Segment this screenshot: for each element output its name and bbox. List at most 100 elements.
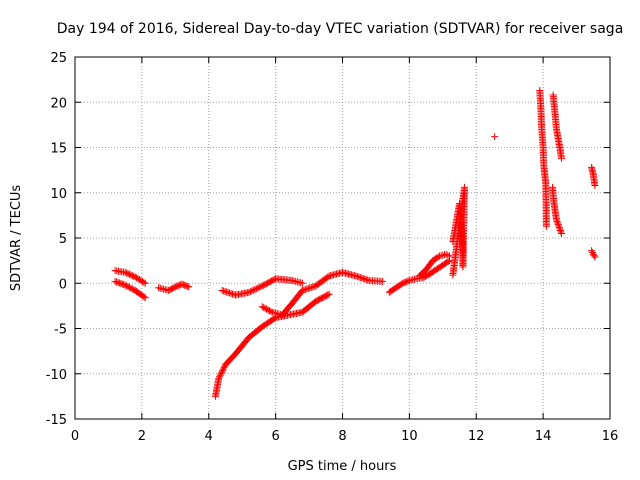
x-axis-label: GPS time / hours xyxy=(288,459,397,474)
data-point xyxy=(114,278,122,286)
data-point xyxy=(124,270,132,278)
data-point xyxy=(138,277,146,285)
data-point xyxy=(124,283,132,291)
data-point xyxy=(224,289,232,297)
data-point xyxy=(216,371,224,379)
data-point xyxy=(252,285,260,293)
x-tick-label: 6 xyxy=(271,429,279,444)
data-point xyxy=(267,307,275,315)
data-point xyxy=(491,133,499,141)
data-point xyxy=(130,272,138,280)
data-point xyxy=(364,276,372,284)
data-point xyxy=(404,277,412,285)
data-point xyxy=(223,288,231,296)
data-point xyxy=(260,304,268,312)
data-point xyxy=(352,272,360,280)
data-point xyxy=(215,374,223,382)
data-point xyxy=(298,286,306,294)
data-point xyxy=(140,293,148,301)
data-point xyxy=(301,285,309,293)
y-tick-label: 20 xyxy=(50,96,67,111)
data-point xyxy=(309,283,317,291)
data-point xyxy=(556,226,564,234)
data-point xyxy=(444,258,452,266)
data-point xyxy=(588,247,596,255)
data-point xyxy=(226,289,234,297)
x-tick-label: 16 xyxy=(602,429,619,444)
data-point xyxy=(306,284,314,292)
data-point xyxy=(121,281,129,289)
data-point xyxy=(362,276,370,284)
data-point xyxy=(542,222,550,230)
data-point xyxy=(123,269,131,277)
data-point xyxy=(118,280,126,288)
data-point xyxy=(128,285,136,293)
data-point xyxy=(554,220,562,228)
x-tick-label: 2 xyxy=(138,429,146,444)
data-point xyxy=(446,252,453,260)
data-point xyxy=(221,287,229,295)
data-point xyxy=(218,367,226,375)
data-point xyxy=(254,284,262,292)
data-point xyxy=(442,250,450,258)
data-point xyxy=(590,252,598,260)
x-tick-label: 0 xyxy=(71,429,79,444)
data-point xyxy=(361,275,369,283)
data-point xyxy=(220,364,228,372)
data-point xyxy=(125,270,133,278)
data-point xyxy=(131,273,139,281)
data-point xyxy=(261,304,269,312)
data-point xyxy=(553,217,561,225)
x-tick-label: 8 xyxy=(338,429,346,444)
data-point xyxy=(263,305,271,313)
plot-frame xyxy=(74,56,611,420)
y-tick-label: 15 xyxy=(50,142,67,157)
grid-lines xyxy=(75,57,610,419)
x-tick-label: 10 xyxy=(401,429,418,444)
y-tick-label: 0 xyxy=(59,277,67,292)
data-point xyxy=(555,223,563,231)
data-point xyxy=(356,274,364,282)
data-point xyxy=(127,271,135,279)
data-point xyxy=(127,284,135,292)
data-point xyxy=(216,373,224,381)
data-point xyxy=(265,307,273,315)
data-point xyxy=(249,286,257,294)
data-point xyxy=(220,287,228,295)
data-point xyxy=(111,277,119,285)
data-point xyxy=(307,283,315,291)
data-point xyxy=(135,276,143,284)
data-point xyxy=(218,368,226,376)
data-point xyxy=(121,268,129,276)
data-point xyxy=(353,273,361,281)
data-point xyxy=(300,286,308,294)
data-point xyxy=(449,271,457,279)
data-point xyxy=(128,272,136,280)
data-point xyxy=(588,248,596,256)
data-point xyxy=(558,154,566,162)
data-point xyxy=(324,291,332,299)
data-point xyxy=(113,278,121,286)
data-point xyxy=(120,281,128,289)
data-point xyxy=(248,287,256,295)
data-point xyxy=(379,277,387,285)
data-point xyxy=(554,219,562,227)
y-tick-label: 5 xyxy=(59,232,67,247)
data-point xyxy=(117,280,125,288)
x-tick-labels: 0 2 4 6 8 10 12 14 16 xyxy=(71,429,618,444)
data-point xyxy=(303,285,311,293)
data-point xyxy=(556,225,564,233)
data-point xyxy=(218,286,226,294)
data-point xyxy=(141,294,149,302)
data-point xyxy=(434,253,442,261)
data-point xyxy=(217,370,225,378)
data-point xyxy=(134,275,142,283)
data-points xyxy=(111,86,599,400)
data-point xyxy=(444,251,452,259)
data-point xyxy=(255,283,263,291)
y-tick-label: -10 xyxy=(46,368,67,383)
y-tick-labels: -15 -10 -5 0 5 10 15 20 25 xyxy=(46,51,67,428)
data-point xyxy=(298,279,306,287)
y-tick-label: -5 xyxy=(54,323,67,338)
